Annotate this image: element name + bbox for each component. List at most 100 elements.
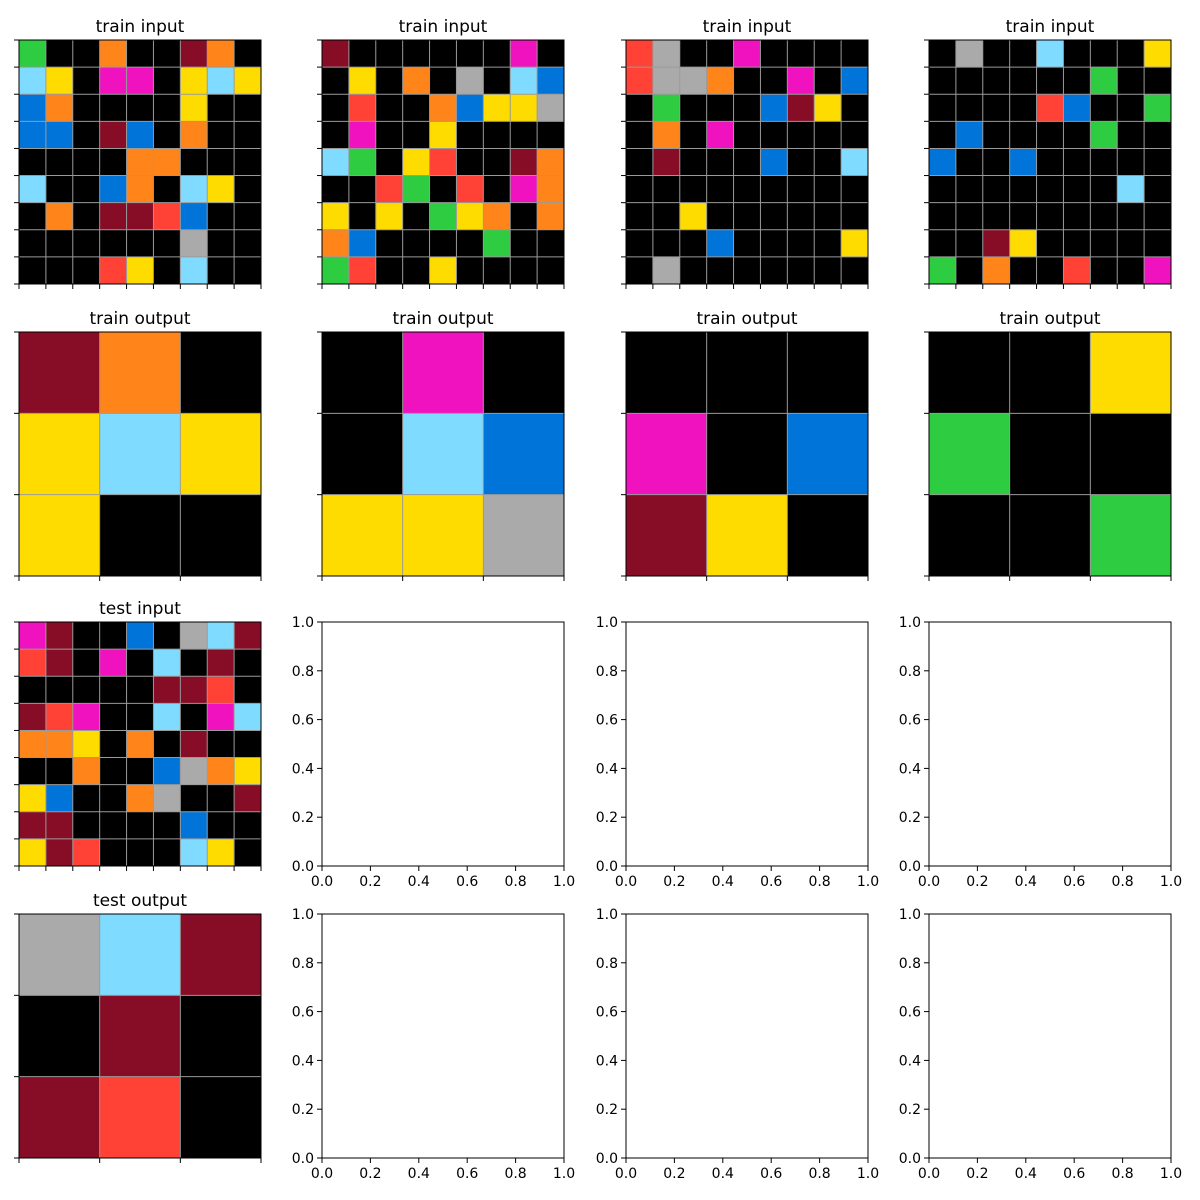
grid-cell	[99, 622, 127, 650]
grid-cell	[19, 995, 100, 1077]
panel-11: 0.00.0 0.2 0.2 0.4 0.4 0.6 0.6 0.8 0.8 1.0 1.0	[899, 615, 1182, 890]
grid-cell	[234, 94, 261, 122]
grid-cell	[429, 256, 457, 284]
grid-cell	[322, 148, 349, 176]
grid-cell	[814, 256, 842, 284]
grid-cell	[929, 121, 956, 149]
grid-cell	[207, 148, 235, 176]
grid-cell	[483, 229, 511, 257]
grid-cell	[207, 94, 235, 122]
grid-cell	[45, 703, 73, 731]
grid-cell	[1090, 175, 1118, 203]
grid-cell	[679, 40, 707, 68]
x-tick-label: 1.0	[553, 1166, 575, 1182]
grid-cell	[955, 67, 983, 95]
panel-4: train output	[14, 309, 262, 581]
grid-cell	[375, 202, 403, 230]
empty-axes	[321, 621, 565, 867]
grid-cell	[652, 67, 680, 95]
grid-cell	[99, 811, 127, 839]
grid-cell	[402, 494, 484, 576]
grid-cell	[402, 40, 430, 68]
grid-cell	[1036, 175, 1064, 203]
x-tick-label: 0.2	[359, 874, 381, 890]
grid-cell	[1009, 494, 1091, 576]
grid-cell	[348, 229, 376, 257]
grid-cell	[537, 94, 564, 122]
grid-cell	[402, 202, 430, 230]
grid-cell	[19, 757, 46, 785]
grid-cell	[955, 40, 983, 68]
grid-cell	[787, 148, 815, 176]
grid-cell	[99, 649, 127, 677]
grid-cell	[929, 256, 956, 284]
grid-cell	[626, 332, 707, 414]
grid-cell	[1090, 202, 1118, 230]
grid-cell	[45, 202, 73, 230]
grid-cell	[955, 148, 983, 176]
y-tick-label: 0.8	[899, 664, 921, 680]
grid-cell	[180, 784, 208, 812]
grid-cell	[1117, 94, 1145, 122]
x-tick-label: 0.2	[663, 874, 685, 890]
grid-cell	[929, 229, 956, 257]
grid-cell	[19, 121, 46, 149]
grid-cell	[19, 148, 46, 176]
grid-cell	[787, 413, 868, 495]
grid-cell	[126, 730, 154, 758]
grid-cell	[814, 121, 842, 149]
grid-cell	[99, 995, 181, 1077]
grid-cell	[234, 67, 261, 95]
grid-cell	[787, 202, 815, 230]
grid-cell	[679, 202, 707, 230]
grid-cell	[841, 40, 868, 68]
y-tick-label: 0.4	[596, 1053, 618, 1069]
grid-cell	[760, 148, 788, 176]
grid-cell	[841, 94, 868, 122]
grid-cell	[929, 202, 956, 230]
grid-cell	[402, 148, 430, 176]
grid-cell	[180, 229, 208, 257]
grid-cell	[234, 703, 261, 731]
grid-cell	[814, 67, 842, 95]
grid-cell	[99, 730, 127, 758]
grid-cell	[1063, 40, 1091, 68]
grid-cell	[1117, 40, 1145, 68]
grid-cell	[1009, 121, 1037, 149]
grid-cell	[1090, 494, 1171, 576]
grid-cell	[787, 67, 815, 95]
y-tick-label: 0.0	[292, 859, 314, 875]
grid-cell	[72, 40, 100, 68]
grid-cell	[626, 40, 653, 68]
grid-cell	[1063, 121, 1091, 149]
grid-cell	[626, 67, 653, 95]
grid-cell	[207, 256, 235, 284]
panel-title: train input	[399, 17, 488, 37]
grid-cell	[733, 40, 761, 68]
grid-cell	[626, 94, 653, 122]
grid-cell	[180, 730, 208, 758]
x-tick-label: 0.8	[808, 1166, 830, 1182]
grid-cell	[207, 757, 235, 785]
grid-cell	[1009, 256, 1037, 284]
grid-cell	[1117, 229, 1145, 257]
grid-cell	[19, 811, 46, 839]
grid-cell	[679, 148, 707, 176]
x-tick-label: 0.4	[1015, 874, 1037, 890]
grid-cell	[679, 67, 707, 95]
grid-cell	[841, 148, 868, 176]
grid-cell	[1090, 413, 1171, 495]
grid-cell	[348, 175, 376, 203]
grid-cell	[706, 121, 734, 149]
grid-cell	[45, 622, 73, 650]
axes-frame	[18, 39, 262, 285]
x-tick-label: 0.8	[504, 1166, 526, 1182]
grid-cell	[153, 649, 181, 677]
grid-cell	[760, 175, 788, 203]
grid-cell	[153, 121, 181, 149]
y-tick-label: 0.2	[292, 1102, 314, 1118]
grid-cell	[19, 256, 46, 284]
grid-cell	[787, 494, 868, 576]
panel-2: train input	[621, 17, 869, 289]
grid-cell	[19, 494, 100, 576]
